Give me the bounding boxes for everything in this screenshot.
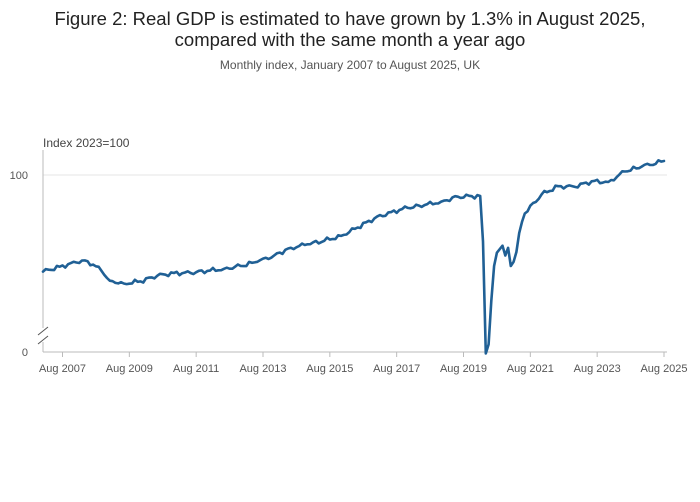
axis-break-mark (37, 335, 49, 345)
axes (37, 150, 667, 357)
x-tick-label: Aug 2015 (306, 363, 353, 375)
x-tick-label: Aug 2019 (440, 363, 487, 375)
x-tick-label: Aug 2023 (574, 363, 621, 375)
x-tick-label: Aug 2011 (173, 363, 219, 375)
chart-title: Figure 2: Real GDP is estimated to have … (0, 8, 700, 50)
x-tick-label: Aug 2009 (106, 363, 153, 375)
y-tick-label: 0 (22, 347, 28, 359)
x-tick-label: Aug 2013 (239, 363, 286, 375)
tick-labels: 0 100 Aug 2007 Aug 2009 Aug 2011 Aug 2013 Aug … (10, 170, 688, 375)
chart-title-line-2: compared with the same month a year ago (174, 29, 526, 50)
x-tick-label: Aug 2025 (640, 363, 687, 375)
chart-title-line-1: Figure 2: Real GDP is estimated to have … (54, 8, 646, 29)
axis-break-mark (37, 326, 49, 336)
x-tick-label: Aug 2021 (507, 363, 554, 375)
chart-subtitle: Monthly index, January 2007 to August 20… (219, 58, 481, 72)
series-layer (41, 159, 666, 355)
y-tick-label: 100 (10, 170, 28, 182)
y-axis-title: Index 2023=100 (43, 136, 130, 150)
x-tick-label: Aug 2017 (373, 363, 420, 375)
series-line-real-gdp (41, 159, 666, 355)
x-tick-label: Aug 2007 (39, 363, 86, 375)
